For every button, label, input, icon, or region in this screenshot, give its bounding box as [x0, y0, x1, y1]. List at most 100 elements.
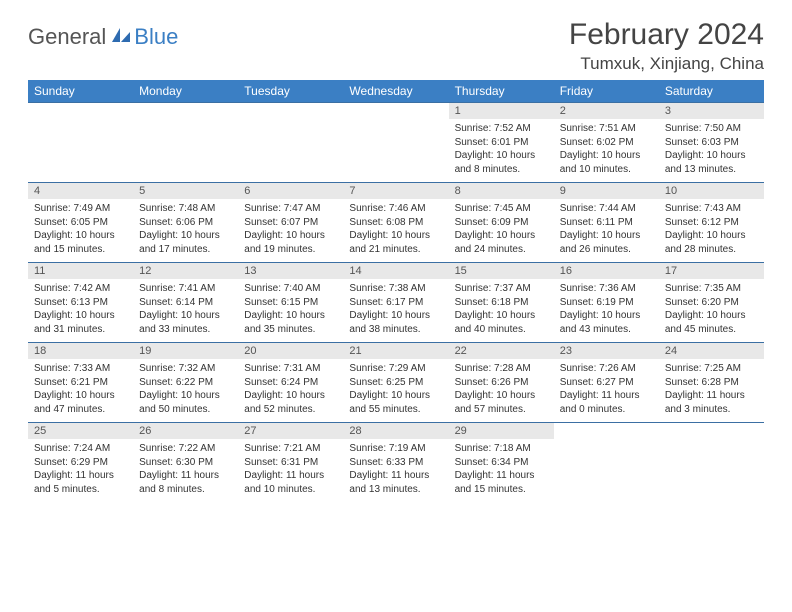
sunset-line: Sunset: 6:34 PM — [455, 456, 548, 470]
brand-logo: General Blue — [28, 18, 178, 50]
sunset-line: Sunset: 6:02 PM — [560, 136, 653, 150]
day-details: Sunrise: 7:44 AMSunset: 6:11 PMDaylight:… — [554, 199, 659, 263]
sunrise-line: Sunrise: 7:35 AM — [665, 282, 758, 296]
sunrise-line: Sunrise: 7:18 AM — [455, 442, 548, 456]
sunrise-line: Sunrise: 7:49 AM — [34, 202, 127, 216]
daylight-line: Daylight: 11 hours and 15 minutes. — [455, 469, 548, 496]
sunset-line: Sunset: 6:05 PM — [34, 216, 127, 230]
sunset-line: Sunset: 6:06 PM — [139, 216, 232, 230]
sunrise-line: Sunrise: 7:36 AM — [560, 282, 653, 296]
day-number: 5 — [133, 183, 238, 200]
sunset-line: Sunset: 6:08 PM — [349, 216, 442, 230]
calendar-table: SundayMondayTuesdayWednesdayThursdayFrid… — [28, 80, 764, 502]
daylight-line: Daylight: 10 hours and 52 minutes. — [244, 389, 337, 416]
daylight-line: Daylight: 11 hours and 13 minutes. — [349, 469, 442, 496]
daylight-line: Daylight: 11 hours and 5 minutes. — [34, 469, 127, 496]
sunset-line: Sunset: 6:26 PM — [455, 376, 548, 390]
sunrise-line: Sunrise: 7:28 AM — [455, 362, 548, 376]
sunset-line: Sunset: 6:07 PM — [244, 216, 337, 230]
day-number: 4 — [28, 183, 133, 200]
sunrise-line: Sunrise: 7:37 AM — [455, 282, 548, 296]
daylight-line: Daylight: 10 hours and 33 minutes. — [139, 309, 232, 336]
day-details: Sunrise: 7:42 AMSunset: 6:13 PMDaylight:… — [28, 279, 133, 343]
day-number: 27 — [238, 423, 343, 440]
daylight-line: Daylight: 10 hours and 45 minutes. — [665, 309, 758, 336]
daylight-line: Daylight: 10 hours and 10 minutes. — [560, 149, 653, 176]
detail-row: Sunrise: 7:24 AMSunset: 6:29 PMDaylight:… — [28, 439, 764, 502]
sunset-line: Sunset: 6:13 PM — [34, 296, 127, 310]
brand-part1: General — [28, 24, 106, 50]
sunrise-line: Sunrise: 7:26 AM — [560, 362, 653, 376]
detail-row: Sunrise: 7:33 AMSunset: 6:21 PMDaylight:… — [28, 359, 764, 423]
day-number: 24 — [659, 343, 764, 360]
detail-row: Sunrise: 7:52 AMSunset: 6:01 PMDaylight:… — [28, 119, 764, 183]
day-details: Sunrise: 7:24 AMSunset: 6:29 PMDaylight:… — [28, 439, 133, 502]
day-details: Sunrise: 7:48 AMSunset: 6:06 PMDaylight:… — [133, 199, 238, 263]
daylight-line: Daylight: 10 hours and 13 minutes. — [665, 149, 758, 176]
daylight-line: Daylight: 10 hours and 38 minutes. — [349, 309, 442, 336]
sunrise-line: Sunrise: 7:44 AM — [560, 202, 653, 216]
detail-row: Sunrise: 7:49 AMSunset: 6:05 PMDaylight:… — [28, 199, 764, 263]
day-number: 16 — [554, 263, 659, 280]
empty-cell — [28, 119, 133, 183]
daynum-row: 11121314151617 — [28, 263, 764, 280]
day-details: Sunrise: 7:31 AMSunset: 6:24 PMDaylight:… — [238, 359, 343, 423]
sunrise-line: Sunrise: 7:38 AM — [349, 282, 442, 296]
sunrise-line: Sunrise: 7:46 AM — [349, 202, 442, 216]
sunset-line: Sunset: 6:28 PM — [665, 376, 758, 390]
sunset-line: Sunset: 6:31 PM — [244, 456, 337, 470]
daynum-row: 45678910 — [28, 183, 764, 200]
sunset-line: Sunset: 6:29 PM — [34, 456, 127, 470]
daylight-line: Daylight: 10 hours and 43 minutes. — [560, 309, 653, 336]
day-details: Sunrise: 7:40 AMSunset: 6:15 PMDaylight:… — [238, 279, 343, 343]
empty-cell — [659, 439, 764, 502]
day-details: Sunrise: 7:52 AMSunset: 6:01 PMDaylight:… — [449, 119, 554, 183]
day-details: Sunrise: 7:49 AMSunset: 6:05 PMDaylight:… — [28, 199, 133, 263]
daylight-line: Daylight: 10 hours and 47 minutes. — [34, 389, 127, 416]
day-details: Sunrise: 7:45 AMSunset: 6:09 PMDaylight:… — [449, 199, 554, 263]
day-number: 18 — [28, 343, 133, 360]
day-details: Sunrise: 7:18 AMSunset: 6:34 PMDaylight:… — [449, 439, 554, 502]
day-number: 8 — [449, 183, 554, 200]
weekday-header: Thursday — [449, 80, 554, 103]
empty-cell — [343, 119, 448, 183]
day-number: 6 — [238, 183, 343, 200]
day-number: 12 — [133, 263, 238, 280]
sunrise-line: Sunrise: 7:41 AM — [139, 282, 232, 296]
daylight-line: Daylight: 10 hours and 15 minutes. — [34, 229, 127, 256]
sunrise-line: Sunrise: 7:45 AM — [455, 202, 548, 216]
daylight-line: Daylight: 10 hours and 31 minutes. — [34, 309, 127, 336]
sunset-line: Sunset: 6:27 PM — [560, 376, 653, 390]
day-number: 10 — [659, 183, 764, 200]
sunrise-line: Sunrise: 7:29 AM — [349, 362, 442, 376]
day-number: 26 — [133, 423, 238, 440]
day-number: 25 — [28, 423, 133, 440]
day-details: Sunrise: 7:21 AMSunset: 6:31 PMDaylight:… — [238, 439, 343, 502]
weekday-header: Wednesday — [343, 80, 448, 103]
empty-cell — [554, 439, 659, 502]
day-details: Sunrise: 7:29 AMSunset: 6:25 PMDaylight:… — [343, 359, 448, 423]
day-details: Sunrise: 7:22 AMSunset: 6:30 PMDaylight:… — [133, 439, 238, 502]
sunset-line: Sunset: 6:12 PM — [665, 216, 758, 230]
sunset-line: Sunset: 6:09 PM — [455, 216, 548, 230]
day-number: 29 — [449, 423, 554, 440]
weekday-header-row: SundayMondayTuesdayWednesdayThursdayFrid… — [28, 80, 764, 103]
month-title: February 2024 — [569, 18, 764, 52]
sunrise-line: Sunrise: 7:52 AM — [455, 122, 548, 136]
day-details: Sunrise: 7:41 AMSunset: 6:14 PMDaylight:… — [133, 279, 238, 343]
daylight-line: Daylight: 10 hours and 57 minutes. — [455, 389, 548, 416]
sunrise-line: Sunrise: 7:24 AM — [34, 442, 127, 456]
daylight-line: Daylight: 10 hours and 40 minutes. — [455, 309, 548, 336]
day-details: Sunrise: 7:35 AMSunset: 6:20 PMDaylight:… — [659, 279, 764, 343]
daylight-line: Daylight: 10 hours and 28 minutes. — [665, 229, 758, 256]
day-details: Sunrise: 7:26 AMSunset: 6:27 PMDaylight:… — [554, 359, 659, 423]
daylight-line: Daylight: 10 hours and 19 minutes. — [244, 229, 337, 256]
sunset-line: Sunset: 6:25 PM — [349, 376, 442, 390]
empty-cell — [28, 103, 133, 120]
sunset-line: Sunset: 6:24 PM — [244, 376, 337, 390]
brand-part2: Blue — [134, 24, 178, 50]
day-details: Sunrise: 7:38 AMSunset: 6:17 PMDaylight:… — [343, 279, 448, 343]
empty-cell — [659, 423, 764, 440]
daylight-line: Daylight: 10 hours and 8 minutes. — [455, 149, 548, 176]
empty-cell — [238, 119, 343, 183]
